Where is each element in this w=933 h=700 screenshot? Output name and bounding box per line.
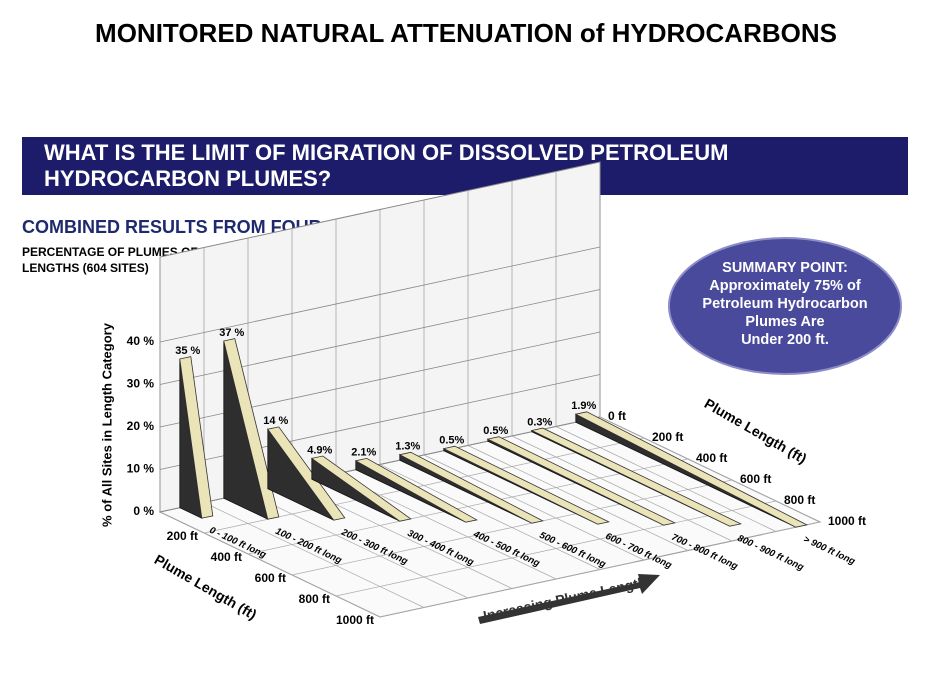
banner-line: WHAT IS THE LIMIT OF MIGRATION OF DISSOL… — [44, 140, 728, 165]
wedge-top — [223, 338, 280, 520]
x-tick-label: 800 - 900 ft long — [736, 533, 806, 573]
floor-grid — [555, 426, 777, 532]
wedge-top — [442, 445, 611, 525]
z-tick-label: 800 ft — [784, 493, 815, 507]
banner-line: HYDROCARBON PLUMES? — [44, 166, 331, 191]
z-tick-label: 800 ft — [299, 592, 330, 606]
arrow — [478, 574, 660, 624]
floor-grid-line — [379, 521, 821, 618]
y-tick-label: 30 % — [127, 377, 155, 391]
wedge-top — [398, 451, 544, 524]
z-tick-label: 1000 ft — [336, 613, 374, 627]
floor-grid — [247, 492, 469, 599]
callout-line: Approximately 75% of — [709, 278, 861, 294]
wedge-top — [179, 356, 214, 519]
z-axis-label: Plume Length (ft) — [152, 551, 260, 622]
y-tick-label: 20 % — [127, 419, 155, 433]
value-label: 1.9% — [571, 400, 596, 412]
callout-text: SUMMARY POINT: Approximately 75% of Petrol… — [702, 260, 867, 348]
value-label: 37 % — [219, 327, 244, 339]
value-label: 1.3% — [395, 441, 420, 453]
x-tick-label: > 900 ft long — [802, 534, 857, 568]
floor-grid — [203, 502, 425, 608]
grid-line — [159, 246, 601, 343]
floor-grid-line — [335, 500, 777, 597]
z-tick-label: 1000 ft — [828, 514, 866, 528]
wedge-top — [530, 427, 743, 527]
value-label: 0.5% — [439, 435, 464, 447]
z-tick-label: 0 ft — [608, 409, 626, 423]
floor-grid — [599, 416, 821, 523]
floor-grid-line — [291, 479, 733, 576]
floor-grid — [423, 454, 645, 561]
value-label: 0.5% — [483, 425, 508, 437]
y-tick-label: 10 % — [127, 462, 155, 476]
callout-line: Under 200 ft. — [741, 332, 829, 348]
wedge-top — [354, 457, 478, 523]
wedge-top — [486, 436, 677, 526]
plot — [158, 161, 822, 618]
z-tick-label: 200 ft — [652, 430, 683, 444]
floor-grid-line — [247, 458, 689, 555]
chart-subtitle: LENGTHS (604 SITES) — [22, 261, 149, 275]
wedge-top — [574, 411, 808, 528]
banner — [22, 137, 908, 195]
z-tick-label: 400 ft — [696, 451, 727, 465]
value-label: 14 % — [263, 415, 288, 427]
z-tick-label: 600 ft — [255, 571, 286, 585]
callout-line: Plumes Are — [745, 314, 824, 330]
callout-line: Petroleum Hydrocarbon — [702, 296, 867, 312]
z-tick-label: 600 ft — [740, 472, 771, 486]
callout — [668, 237, 902, 375]
y-axis-label: % of All Sites in Length Category — [99, 322, 114, 527]
z-tick-label: 400 ft — [211, 550, 242, 564]
y-tick-label: 40 % — [127, 334, 155, 348]
floor-grid — [159, 511, 381, 618]
value-label: 0.3% — [527, 416, 552, 428]
value-label: 2.1% — [351, 447, 376, 459]
floor-grid — [467, 445, 689, 551]
value-label: 35 % — [175, 345, 200, 357]
slide-title: MONITORED NATURAL ATTENUATION of HYDROCA… — [95, 18, 837, 48]
y-tick-label: 0 % — [133, 504, 154, 518]
floor-grid — [511, 435, 733, 542]
callout-line: SUMMARY POINT: — [722, 260, 848, 276]
value-label: 4.9% — [307, 444, 332, 456]
wedge-top — [267, 426, 346, 521]
floor-grid — [379, 464, 601, 570]
z-tick-label: 200 ft — [167, 529, 198, 543]
wedge-top — [310, 455, 412, 522]
